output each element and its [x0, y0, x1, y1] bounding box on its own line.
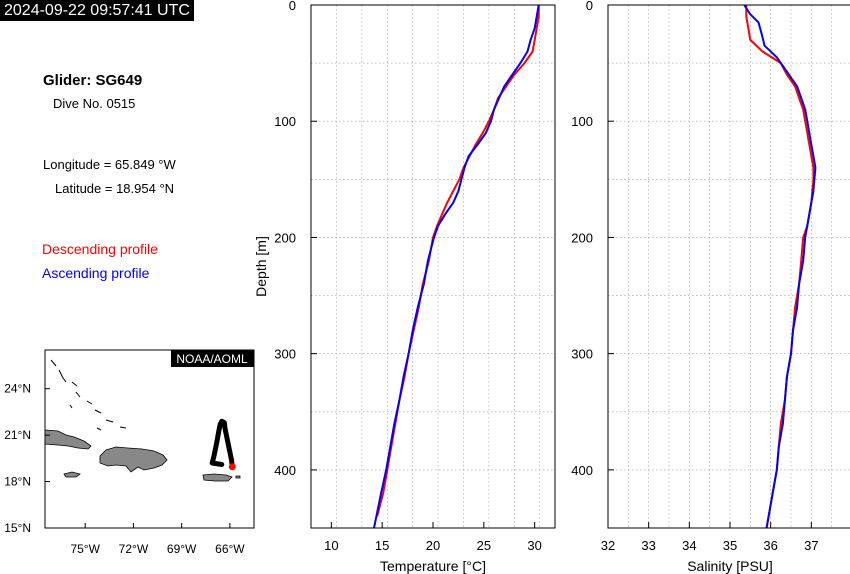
hispaniola-land [99, 446, 168, 473]
map-lon-tick-label: 72°W [119, 542, 149, 556]
temperature-x-tick-label: 30 [527, 538, 541, 553]
salinity-y-tick-label: 300 [571, 347, 593, 362]
salinity-x-tick-label: 33 [641, 538, 655, 553]
island [58, 369, 67, 383]
salinity-x-axis-label: Salinity [PSU] [687, 558, 773, 574]
salinity-plot-area [608, 5, 850, 528]
island [69, 404, 73, 409]
temperature-x-tick-label: 10 [324, 538, 338, 553]
glider-position-marker [228, 463, 236, 471]
temperature-y-axis-label: Depth [m] [253, 236, 269, 297]
temperature-y-tick-label: 0 [289, 0, 296, 13]
salinity-y-tick-label: 0 [586, 0, 593, 13]
map-lon-tick-label: 75°W [70, 542, 100, 556]
land-masses [44, 429, 241, 482]
salinity-x-tick-label: 32 [601, 538, 615, 553]
map-lat-tick-label: 18°N [4, 475, 31, 489]
map-lat-tick-label: 24°N [4, 382, 31, 396]
temperature-y-tick-label: 300 [274, 347, 296, 362]
island [71, 381, 78, 387]
salinity-x-tick-label: 36 [763, 538, 777, 553]
salinity-x-tick-label: 34 [682, 538, 696, 553]
noaa-badge: NOAA/AOML [176, 352, 248, 366]
island [86, 400, 93, 405]
noaa-badge-background [171, 350, 254, 367]
temperature-x-tick-label: 15 [375, 538, 389, 553]
legend-descending: Descending profile [42, 241, 158, 257]
legend-ascending: Ascending profile [42, 265, 150, 281]
map-lon-tick-label: 69°W [167, 542, 197, 556]
jamaica-land [63, 471, 81, 478]
puerto-rico-land [202, 473, 233, 482]
island [75, 391, 81, 398]
temperature-y-tick-label: 100 [274, 114, 296, 129]
island [119, 426, 127, 429]
map-ticks: 75°W 72°W 69°W 66°W 24°N 21°N 18°N 15°N [4, 382, 245, 556]
temperature-ascending-line [373, 4, 540, 529]
salinity-x-tick-label: 37 [804, 538, 818, 553]
temperature-x-tick-label: 25 [477, 538, 491, 553]
latitude-readout: Latitude = 18.954 °N [55, 181, 175, 196]
bahamas-islands [50, 359, 127, 431]
temperature-y-tick-label: 200 [274, 230, 296, 245]
salinity-y-tick-label: 100 [571, 114, 593, 129]
island [50, 359, 57, 367]
timestamp: 2024-09-22 09:57:41 UTC [0, 0, 194, 21]
island [105, 419, 114, 423]
salinity-y-tick-label: 200 [571, 230, 593, 245]
map-overlay [209, 418, 236, 471]
longitude-readout: Longitude = 65.849 °W [43, 157, 176, 172]
map-lon-tick-label: 66°W [215, 542, 245, 556]
temperature-plot-area [311, 5, 555, 528]
cuba-land [44, 429, 92, 450]
glider-name: Glider: SG649 [43, 72, 143, 89]
salinity-ascending-line [743, 4, 817, 529]
island [96, 427, 102, 431]
location-map: 75°W 72°W 69°W 66°W 24°N 21°N 18°N 15°N NOAA/AO… [4, 349, 255, 556]
temperature-x-axis-label: Temperature [°C] [380, 558, 486, 574]
dive-number: Dive No. 0515 [53, 96, 136, 111]
salinity-x-tick-label: 35 [723, 538, 737, 553]
salinity-y-tick-label: 400 [571, 463, 593, 478]
map-lat-tick-label: 21°N [4, 428, 31, 442]
salinity-chart: 32 33 34 35 36 37 0 100 200 300 400 Salinity [PSU] [571, 0, 850, 574]
temperature-x-tick-label: 20 [426, 538, 440, 553]
temperature-y-tick-label: 400 [274, 463, 296, 478]
glider-track [209, 418, 235, 470]
island [94, 409, 102, 414]
small-island [235, 475, 241, 479]
map-lat-tick-label: 15°N [4, 521, 31, 535]
